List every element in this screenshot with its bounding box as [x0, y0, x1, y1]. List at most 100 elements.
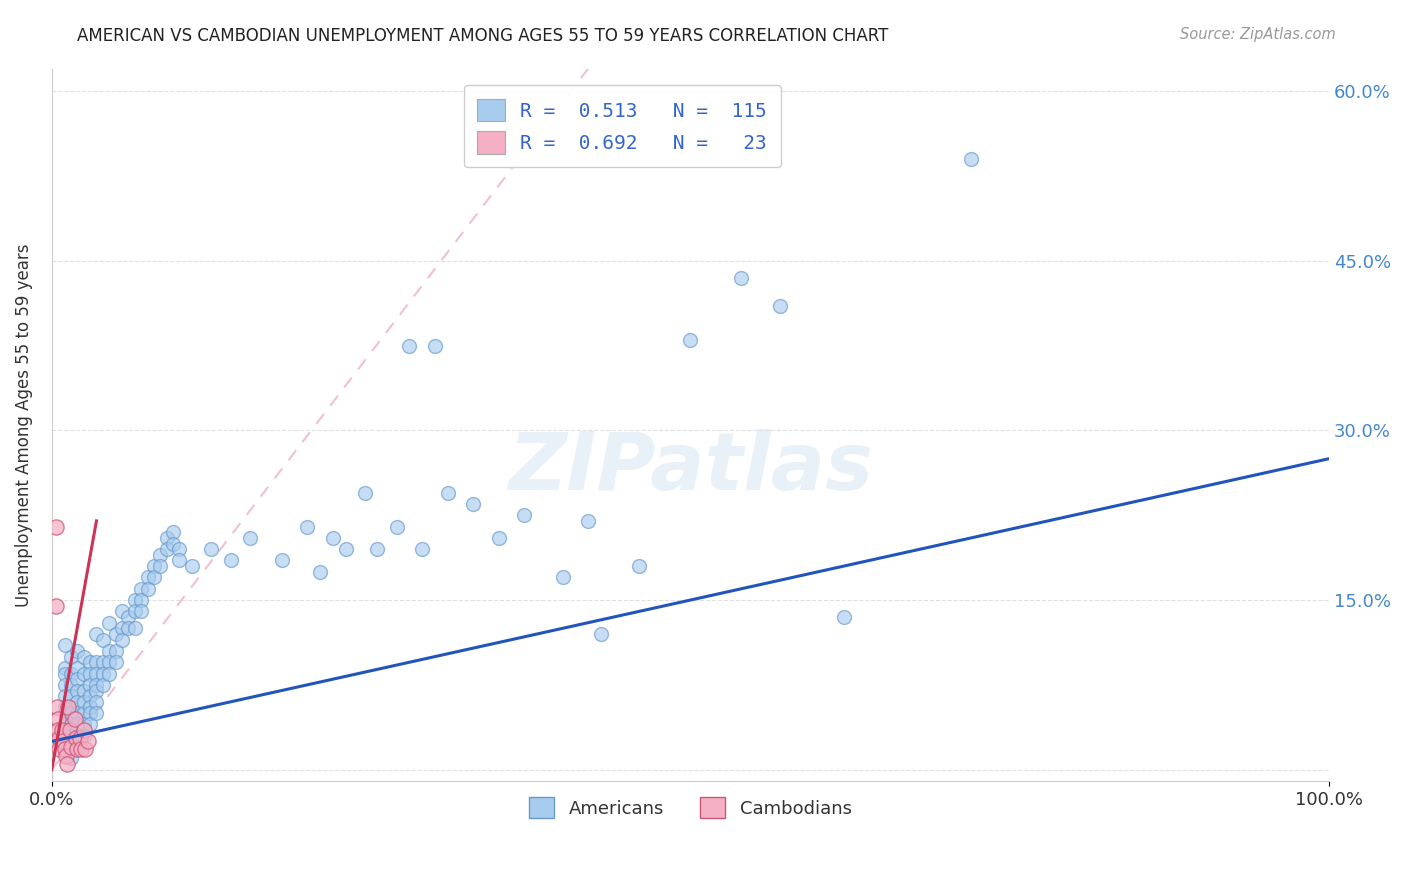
- Point: [679, 333, 702, 347]
- Point: [270, 553, 292, 567]
- Point: [142, 570, 165, 584]
- Point: [104, 627, 127, 641]
- Point: [335, 542, 357, 557]
- Point: [73, 666, 96, 681]
- Point: [59, 689, 82, 703]
- Point: [73, 729, 96, 743]
- Point: [51, 723, 73, 738]
- Point: [149, 548, 172, 562]
- Point: [79, 678, 101, 692]
- Point: [59, 717, 82, 731]
- Point: [98, 666, 121, 681]
- Point: [142, 559, 165, 574]
- Point: [86, 683, 108, 698]
- Point: [181, 559, 204, 574]
- Point: [86, 695, 108, 709]
- Point: [73, 717, 96, 731]
- Point: [136, 570, 159, 584]
- Point: [129, 582, 152, 596]
- Point: [79, 706, 101, 720]
- Point: [53, 638, 76, 652]
- Point: [156, 531, 179, 545]
- Point: [104, 644, 127, 658]
- Legend: Americans, Cambodians: Americans, Cambodians: [522, 790, 859, 825]
- Point: [322, 531, 344, 545]
- Point: [53, 729, 76, 743]
- Point: [398, 338, 420, 352]
- Point: [463, 497, 485, 511]
- Point: [79, 700, 101, 714]
- Point: [66, 644, 89, 658]
- Point: [69, 731, 91, 745]
- Point: [86, 678, 108, 692]
- Point: [169, 553, 191, 567]
- Point: [385, 519, 408, 533]
- Point: [111, 604, 134, 618]
- Point: [53, 706, 76, 720]
- Point: [117, 621, 139, 635]
- Y-axis label: Unemployment Among Ages 55 to 59 years: Unemployment Among Ages 55 to 59 years: [15, 243, 32, 607]
- Point: [124, 593, 146, 607]
- Point: [295, 519, 318, 533]
- Point: [200, 542, 222, 557]
- Point: [66, 695, 89, 709]
- Point: [46, 723, 69, 738]
- Point: [730, 270, 752, 285]
- Point: [149, 559, 172, 574]
- Point: [91, 655, 114, 669]
- Point: [53, 661, 76, 675]
- Point: [162, 525, 184, 540]
- Point: [56, 757, 79, 772]
- Point: [769, 299, 792, 313]
- Point: [162, 536, 184, 550]
- Point: [366, 542, 388, 557]
- Point: [45, 599, 67, 613]
- Point: [79, 666, 101, 681]
- Point: [309, 565, 332, 579]
- Point: [124, 621, 146, 635]
- Point: [59, 649, 82, 664]
- Point: [66, 729, 89, 743]
- Point: [66, 717, 89, 731]
- Point: [55, 749, 77, 764]
- Point: [156, 542, 179, 557]
- Point: [129, 593, 152, 607]
- Point: [551, 570, 574, 584]
- Point: [65, 731, 87, 745]
- Point: [59, 678, 82, 692]
- Point: [111, 621, 134, 635]
- Point: [79, 689, 101, 703]
- Point: [86, 655, 108, 669]
- Point: [169, 542, 191, 557]
- Point: [111, 632, 134, 647]
- Point: [59, 700, 82, 714]
- Point: [53, 666, 76, 681]
- Point: [63, 712, 86, 726]
- Point: [53, 689, 76, 703]
- Point: [436, 485, 458, 500]
- Text: AMERICAN VS CAMBODIAN UNEMPLOYMENT AMONG AGES 55 TO 59 YEARS CORRELATION CHART: AMERICAN VS CAMBODIAN UNEMPLOYMENT AMONG…: [77, 27, 889, 45]
- Point: [219, 553, 242, 567]
- Text: ZIPatlas: ZIPatlas: [508, 428, 873, 507]
- Point: [73, 695, 96, 709]
- Point: [129, 604, 152, 618]
- Point: [124, 604, 146, 618]
- Point: [576, 514, 599, 528]
- Point: [73, 706, 96, 720]
- Point: [70, 742, 93, 756]
- Point: [45, 700, 67, 714]
- Point: [136, 582, 159, 596]
- Point: [91, 632, 114, 647]
- Point: [59, 740, 82, 755]
- Point: [66, 740, 89, 755]
- Point: [66, 661, 89, 675]
- Point: [239, 531, 262, 545]
- Point: [48, 742, 70, 756]
- Point: [86, 627, 108, 641]
- Point: [46, 712, 69, 726]
- Point: [73, 649, 96, 664]
- Point: [98, 655, 121, 669]
- Point: [589, 627, 612, 641]
- Point: [58, 700, 80, 714]
- Point: [488, 531, 510, 545]
